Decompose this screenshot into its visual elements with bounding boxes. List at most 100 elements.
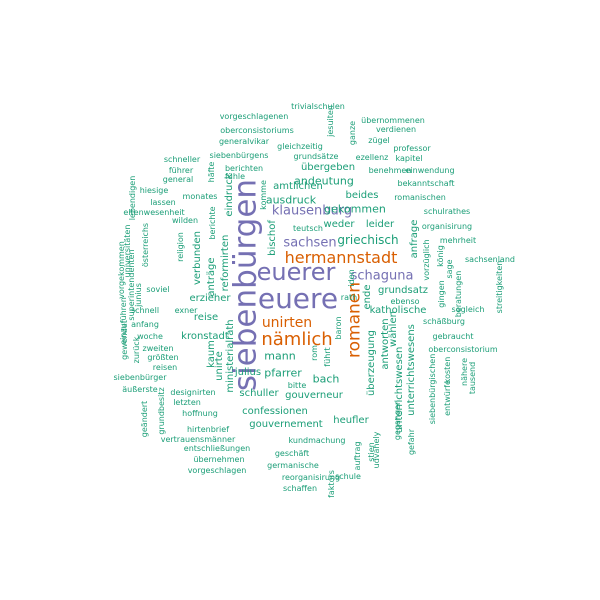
- word: schäßburg: [423, 317, 465, 326]
- word: übernommenen: [361, 116, 425, 125]
- word: äußerste: [122, 385, 158, 394]
- word: hoffnung: [182, 409, 218, 418]
- word: gebraucht: [432, 332, 474, 341]
- word: rom: [310, 345, 319, 361]
- word: general: [162, 175, 194, 184]
- word: schule: [335, 472, 361, 481]
- word: schnell: [130, 306, 160, 315]
- word: ausdruck: [265, 193, 317, 207]
- word: trivialschulen: [291, 102, 345, 111]
- word: schuller: [239, 388, 279, 399]
- word: streitigkeiten: [495, 260, 504, 314]
- word: schneller: [163, 155, 201, 164]
- word: zurück: [132, 336, 141, 364]
- word: sachsen: [283, 235, 337, 251]
- word: hirtenbrief: [186, 425, 230, 434]
- word: größten: [147, 353, 179, 362]
- word: schaguna: [350, 268, 414, 284]
- word: vorgeschlagenen: [219, 112, 289, 121]
- word: österreichs: [141, 222, 150, 268]
- word: übergeben: [300, 162, 356, 173]
- word: übernehmen: [193, 455, 245, 464]
- word: wählen: [388, 311, 399, 347]
- word: romanischen: [394, 193, 446, 202]
- word: anfrage: [409, 219, 420, 259]
- word: bach: [312, 372, 340, 386]
- word: heufler: [333, 415, 369, 426]
- word: bitte: [287, 381, 307, 390]
- word: vorgeschlagen: [187, 466, 247, 475]
- word: andeutung: [294, 174, 354, 188]
- word: ministerialrath: [225, 319, 236, 393]
- word: verdienen: [375, 125, 417, 134]
- word: bischof: [267, 220, 278, 256]
- word: gewendet: [120, 320, 129, 360]
- word: ganze: [348, 120, 357, 146]
- word: unterrichtswesens: [406, 324, 417, 416]
- word: baron: [334, 316, 343, 340]
- word: vertrauensmänner: [160, 435, 236, 444]
- word: pfarrer: [264, 366, 302, 380]
- word: gefahr: [407, 428, 416, 456]
- word: wilden: [171, 216, 199, 225]
- word: könig: [436, 245, 445, 267]
- word: kundmachung: [288, 436, 346, 445]
- word: religion: [176, 232, 185, 262]
- word: reisen: [152, 363, 178, 372]
- word: designirten: [170, 388, 216, 397]
- word: sage: [445, 259, 454, 279]
- word: ezellenz: [355, 153, 389, 162]
- word: confessionen: [242, 406, 308, 417]
- word: soviel: [146, 285, 170, 294]
- word: woche: [137, 332, 163, 341]
- word: organisirung: [421, 222, 473, 231]
- word: lassen: [150, 198, 176, 207]
- word: erzieher: [189, 293, 231, 304]
- word: hiesige: [139, 186, 169, 195]
- word: junius: [134, 283, 143, 307]
- word: oberconsistoriums: [220, 126, 294, 135]
- word: teutsch: [293, 224, 323, 233]
- word: amtlichen: [273, 181, 323, 192]
- word: leider: [365, 219, 395, 230]
- word: vorzüglich: [422, 239, 431, 281]
- word: komme: [259, 180, 268, 210]
- word: germanische: [267, 461, 319, 470]
- word: euere: [257, 282, 339, 315]
- word: gouverneur: [285, 390, 343, 401]
- word: beides: [345, 190, 379, 201]
- word: mehrheit: [439, 236, 477, 245]
- word: reorganisirung: [281, 473, 341, 482]
- word: ebenso: [390, 297, 420, 306]
- word: verbunden: [192, 230, 203, 286]
- word: anfang: [131, 320, 159, 329]
- word: mann: [264, 349, 296, 363]
- word: euerer: [256, 258, 336, 286]
- word: monates: [182, 192, 218, 201]
- word: sogleich: [451, 305, 485, 314]
- word: führt: [323, 347, 332, 367]
- word: berichte: [208, 206, 217, 240]
- word: katholische: [369, 305, 427, 316]
- word: unirten: [261, 315, 313, 331]
- word: tausend: [468, 361, 477, 395]
- word: hermannstadt: [284, 248, 398, 267]
- word: grundsätze: [293, 152, 339, 161]
- word: schulrathes: [423, 207, 471, 216]
- word: berichten: [224, 164, 264, 173]
- word: nämlich: [261, 329, 333, 350]
- word: überzeugung: [366, 329, 377, 397]
- word: auftrag: [353, 441, 362, 471]
- word: gingen: [437, 280, 446, 308]
- word: führer: [168, 166, 194, 175]
- word: weder: [323, 219, 355, 230]
- word: grundbesitz: [157, 387, 166, 435]
- word: vorgekommen: [117, 241, 126, 299]
- word: oberconsistorium: [428, 345, 498, 354]
- word: iden: [347, 269, 356, 287]
- word: bekanntschaft: [397, 179, 455, 188]
- word: jesuiten: [326, 105, 335, 137]
- word: generalvikar: [218, 137, 270, 146]
- word: grundsatz: [378, 285, 428, 296]
- word: zweiten: [142, 344, 174, 353]
